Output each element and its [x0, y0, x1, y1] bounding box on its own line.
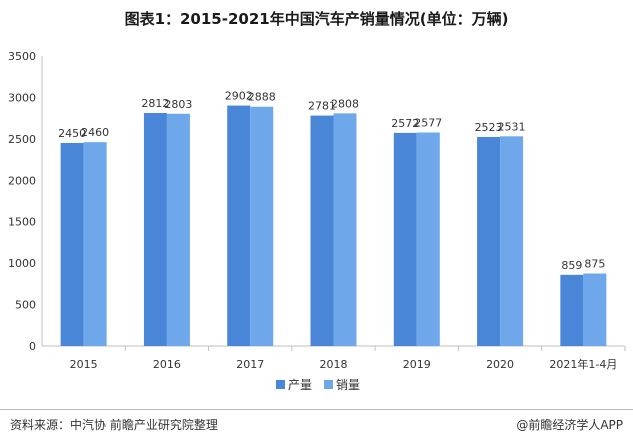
legend-label: 产量	[288, 378, 312, 392]
bar-sales	[583, 273, 607, 346]
bar-sales	[333, 113, 357, 346]
data-label: 2523	[475, 121, 503, 134]
x-tick-label: 2021年1-4月	[549, 357, 617, 371]
y-tick-label: 2500	[8, 133, 36, 146]
data-label: 2812	[141, 97, 169, 110]
y-tick-label: 500	[15, 299, 36, 312]
y-tick-label: 2000	[8, 174, 36, 187]
bar-sales	[166, 113, 190, 346]
data-label: 2808	[331, 97, 359, 110]
bar-production	[477, 136, 501, 346]
bar-sales	[83, 142, 107, 346]
data-label: 2450	[58, 127, 86, 140]
source-note: 资料来源：中汽协 前瞻产业研究院整理	[10, 418, 218, 432]
legend-swatch	[324, 380, 333, 389]
data-label: 2803	[164, 98, 192, 111]
x-tick-label: 2019	[403, 358, 431, 371]
data-label: 2781	[308, 100, 336, 113]
bar-production	[60, 143, 84, 346]
bar-sales	[500, 136, 524, 346]
bar-production	[393, 132, 417, 346]
x-tick-label: 2018	[320, 358, 348, 371]
x-tick-label: 2016	[153, 358, 181, 371]
y-tick-label: 3500	[8, 50, 36, 63]
legend-label: 销量	[336, 378, 360, 392]
data-label: 859	[561, 259, 582, 272]
bar-sales	[250, 106, 274, 346]
data-label: 2572	[391, 117, 419, 130]
bar-production	[227, 105, 251, 346]
y-tick-label: 1500	[8, 216, 36, 229]
x-tick-label: 2017	[236, 358, 264, 371]
data-label: 875	[584, 258, 605, 271]
bar-sales	[416, 132, 440, 346]
data-label: 2577	[414, 116, 442, 129]
brand-credit: @前瞻经济学人APP	[516, 418, 623, 432]
y-tick-label: 3000	[8, 91, 36, 104]
bar-production	[143, 113, 167, 347]
chart-title: 图表1：2015-2021年中国汽车产销量情况(单位：万辆)	[124, 10, 509, 28]
data-label: 2531	[498, 120, 526, 133]
legend-swatch	[276, 380, 285, 389]
bar-production	[310, 115, 334, 347]
footer-divider	[0, 409, 633, 410]
data-label: 2460	[81, 126, 109, 139]
data-label: 2902	[225, 90, 253, 103]
y-tick-label: 1000	[8, 257, 36, 270]
x-tick-label: 2020	[486, 358, 514, 371]
y-tick-label: 0	[29, 340, 36, 353]
x-tick-label: 2015	[70, 358, 98, 371]
bar-production	[560, 274, 584, 346]
data-label: 2888	[248, 91, 276, 104]
